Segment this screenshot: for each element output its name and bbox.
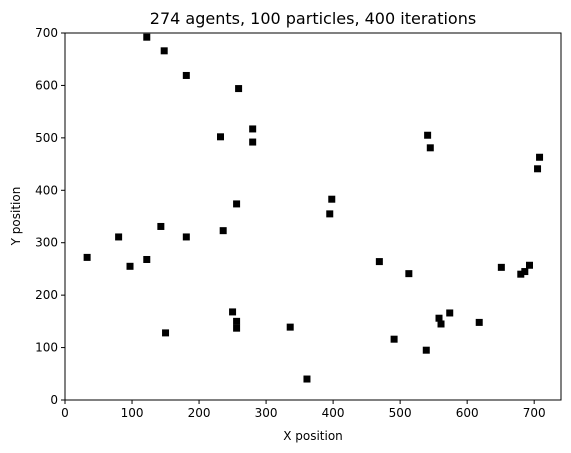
- x-tick-label: 300: [255, 406, 278, 420]
- data-point: [143, 255, 151, 263]
- data-point: [446, 309, 454, 317]
- data-point: [182, 233, 190, 241]
- data-point: [517, 270, 525, 278]
- data-point: [521, 268, 529, 276]
- data-point: [534, 165, 542, 173]
- plot-area: [83, 33, 544, 383]
- data-point: [424, 131, 432, 139]
- data-point: [160, 47, 168, 55]
- x-tick-label: 600: [456, 406, 479, 420]
- data-point: [233, 324, 241, 332]
- data-point: [219, 227, 227, 235]
- y-tick-label: 500: [35, 131, 58, 145]
- data-point: [497, 263, 505, 271]
- data-point: [126, 262, 134, 270]
- y-tick-label: 400: [35, 183, 58, 197]
- x-tick-label: 100: [121, 406, 144, 420]
- data-point: [157, 222, 165, 230]
- x-tick-label: 0: [61, 406, 69, 420]
- data-point: [249, 138, 257, 146]
- data-point: [249, 125, 257, 133]
- x-tick-label: 500: [389, 406, 412, 420]
- y-tick-label: 200: [35, 288, 58, 302]
- y-tick-label: 100: [35, 341, 58, 355]
- y-tick-label: 700: [35, 26, 58, 40]
- data-point: [475, 318, 483, 326]
- data-point: [525, 261, 533, 269]
- data-point: [286, 323, 294, 331]
- y-tick-label: 0: [50, 393, 58, 407]
- data-point: [217, 133, 225, 141]
- chart-title: 274 agents, 100 particles, 400 iteration…: [150, 9, 476, 28]
- data-point: [235, 85, 243, 93]
- y-tick-label: 600: [35, 78, 58, 92]
- data-point: [115, 233, 123, 241]
- data-point: [326, 210, 334, 218]
- x-tick-label: 200: [188, 406, 211, 420]
- data-point: [229, 308, 237, 316]
- data-point: [375, 258, 383, 266]
- x-tick-label: 400: [322, 406, 345, 420]
- data-point: [143, 33, 151, 41]
- x-tick-label: 700: [523, 406, 546, 420]
- data-point: [426, 144, 434, 152]
- data-point: [390, 335, 398, 343]
- data-point: [536, 153, 544, 161]
- x-axis-label: X position: [283, 429, 343, 443]
- x-axis-ticks: 0 100 200 300 400 500 600 700: [61, 400, 546, 420]
- plot-frame: [64, 32, 562, 401]
- y-axis-label: Y position: [9, 187, 23, 247]
- y-axis-ticks: 0 100 200 300 400 500 600 700: [35, 26, 65, 407]
- data-point: [303, 375, 311, 383]
- data-point: [328, 195, 336, 203]
- data-point: [83, 253, 91, 261]
- data-point: [422, 346, 430, 354]
- data-point: [162, 329, 170, 337]
- data-point: [405, 270, 413, 278]
- y-tick-label: 300: [35, 236, 58, 250]
- data-point: [233, 200, 241, 208]
- data-point: [182, 71, 190, 79]
- data-point: [233, 317, 241, 325]
- data-point: [437, 320, 445, 328]
- data-point: [435, 314, 443, 322]
